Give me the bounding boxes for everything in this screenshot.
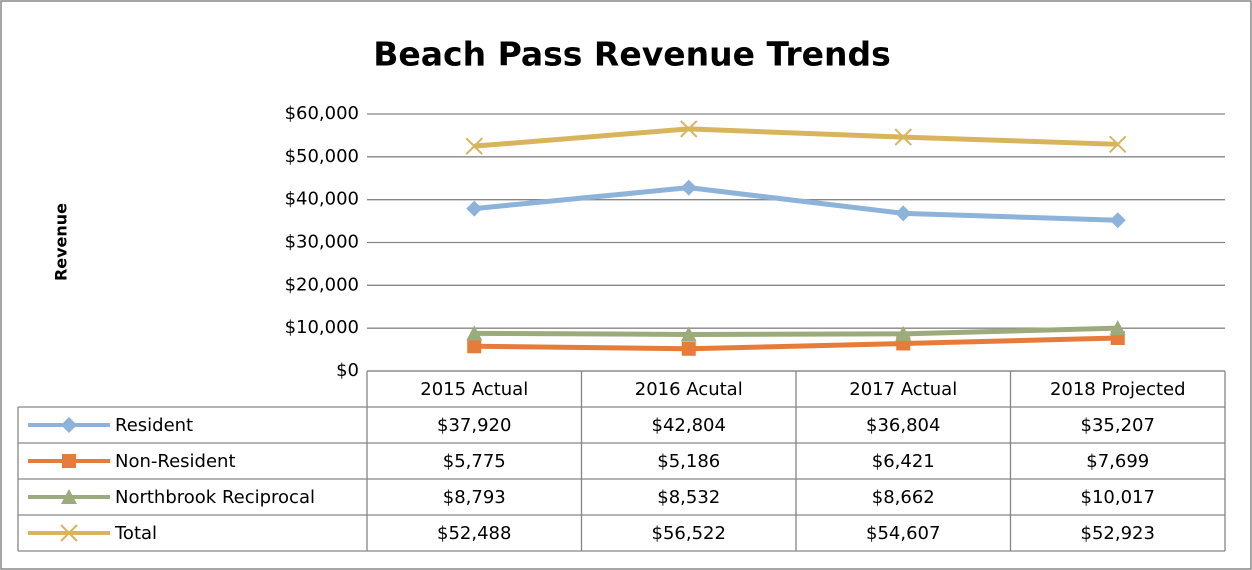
table-cell: $5,186 <box>657 451 720 472</box>
legend-label: Northbrook Reciprocal <box>115 487 315 508</box>
marker <box>894 128 912 146</box>
table-cell: $35,207 <box>1081 415 1155 436</box>
marker <box>466 200 483 217</box>
marker <box>895 325 912 341</box>
table-cell: $6,421 <box>872 451 935 472</box>
series-line <box>474 325 1118 337</box>
legend-label: Resident <box>115 415 193 436</box>
y-tick-label: $60,000 <box>285 103 359 124</box>
table-cell: $37,920 <box>437 415 511 436</box>
marker <box>895 205 912 222</box>
legend-marker <box>61 417 77 433</box>
table-cell: $36,804 <box>866 415 940 436</box>
series-line <box>474 126 1118 149</box>
y-axis-label: Revenue <box>52 203 71 281</box>
marker <box>467 339 482 354</box>
y-tick-label: $50,000 <box>285 146 359 167</box>
table-cell: $5,775 <box>443 451 506 472</box>
marker <box>466 325 483 341</box>
x-tick-label: 2016 Acutal <box>635 379 743 400</box>
x-tick-label: 2017 Actual <box>849 379 957 400</box>
table-cell: $8,793 <box>443 487 506 508</box>
series-line <box>474 185 1118 223</box>
series-line <box>474 335 1118 352</box>
y-tick-label: $30,000 <box>285 232 359 253</box>
legend-marker <box>61 489 77 504</box>
marker <box>1109 135 1127 154</box>
y-tick-label: $40,000 <box>285 189 359 210</box>
table-cell: $56,522 <box>652 523 726 544</box>
x-tick-label: 2015 Actual <box>420 379 528 400</box>
table-cell: $52,923 <box>1081 523 1155 544</box>
chart-title: Beach Pass Revenue Trends <box>373 35 891 74</box>
legend-label: Non-Resident <box>115 451 236 472</box>
table-cell: $52,488 <box>437 523 511 544</box>
legend-marker <box>60 524 78 542</box>
table-cell: $8,532 <box>657 487 720 508</box>
table-cell: $8,662 <box>872 487 935 508</box>
marker <box>681 341 696 356</box>
table-cell: $42,804 <box>652 415 726 436</box>
marker <box>1109 212 1126 229</box>
marker <box>680 326 697 342</box>
x-tick-label: 2018 Projected <box>1050 379 1186 400</box>
y-tick-label: $20,000 <box>285 274 359 295</box>
marker <box>680 179 697 196</box>
legend-label: Total <box>114 523 157 544</box>
marker <box>465 137 483 155</box>
marker <box>1109 320 1126 336</box>
table-cell: $7,699 <box>1086 451 1149 472</box>
y-tick-label: $0 <box>336 360 359 381</box>
marker <box>680 120 698 138</box>
y-tick-label: $10,000 <box>285 317 359 338</box>
table-cell: $54,607 <box>866 523 940 544</box>
legend-marker <box>62 454 76 468</box>
table-cell: $10,017 <box>1081 487 1155 508</box>
